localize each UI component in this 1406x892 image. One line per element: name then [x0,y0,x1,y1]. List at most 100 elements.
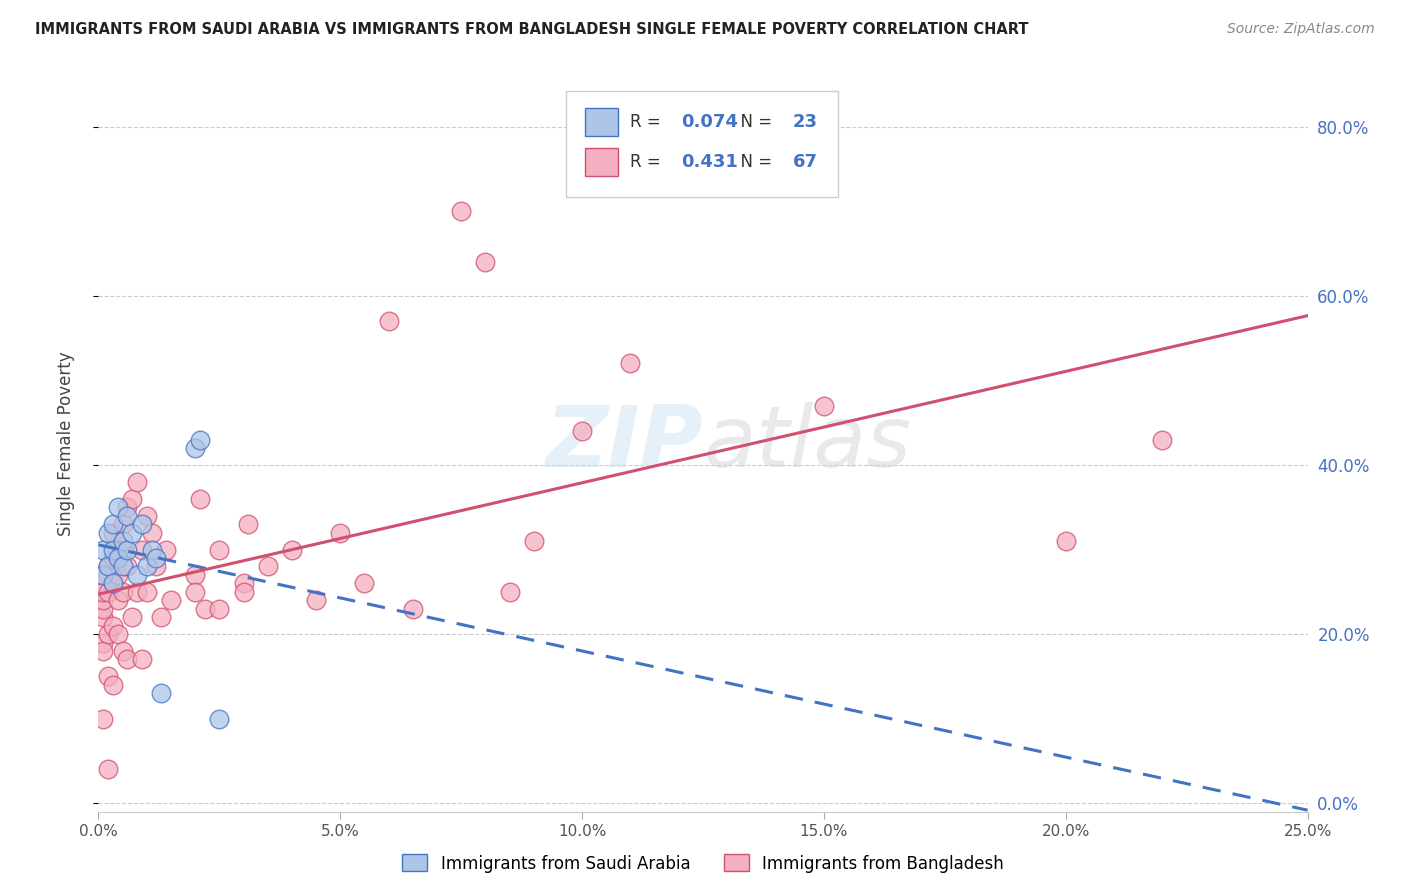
Point [135,559,157,574]
Point [281,542,304,557]
Point [101,525,124,540]
Point [619,356,641,370]
Point [238,517,260,532]
FancyBboxPatch shape [585,108,619,136]
Point [97,584,120,599]
Point [141,525,163,540]
Text: atlas: atlas [703,402,911,485]
FancyBboxPatch shape [567,90,838,197]
Point [101,551,124,566]
Point [97,763,120,777]
Point [97,567,120,582]
Point [188,491,211,506]
Point [101,542,124,557]
Point [131,542,153,557]
Point [121,525,143,540]
Point [188,433,211,447]
Point [91,567,114,582]
Point [111,644,134,658]
Point [107,500,129,515]
Point [145,559,167,574]
Point [127,567,149,582]
Point [117,508,139,523]
Point [474,255,496,269]
Point [184,441,207,455]
Point [194,601,217,615]
Point [91,601,114,615]
Text: ZIP: ZIP [546,402,703,485]
Text: 0.431: 0.431 [682,153,738,171]
Point [184,567,207,582]
Point [571,424,593,438]
Point [107,567,129,582]
Text: 23: 23 [793,113,817,131]
Point [208,601,231,615]
Point [107,627,129,641]
Text: N =: N = [730,153,778,171]
Text: N =: N = [730,113,778,131]
Point [127,475,149,489]
Point [150,686,173,700]
Text: IMMIGRANTS FROM SAUDI ARABIA VS IMMIGRANTS FROM BANGLADESH SINGLE FEMALE POVERTY: IMMIGRANTS FROM SAUDI ARABIA VS IMMIGRAN… [35,22,1029,37]
Point [121,491,143,506]
Point [256,559,278,574]
Text: Source: ZipAtlas.com: Source: ZipAtlas.com [1227,22,1375,37]
Point [523,534,546,549]
Point [208,712,231,726]
Point [111,584,134,599]
Point [111,534,134,549]
Point [121,610,143,624]
Point [145,551,167,566]
Point [450,204,472,219]
Point [91,610,114,624]
Text: 67: 67 [793,153,817,171]
Point [353,576,375,591]
Point [111,517,134,532]
Point [131,652,153,666]
Point [117,559,139,574]
FancyBboxPatch shape [585,148,619,176]
Point [101,517,124,532]
Point [97,559,120,574]
Text: R =: R = [630,153,666,171]
Point [97,669,120,683]
Point [155,542,177,557]
Legend: Immigrants from Saudi Arabia, Immigrants from Bangladesh: Immigrants from Saudi Arabia, Immigrants… [395,847,1011,880]
Point [101,576,124,591]
Point [305,593,328,607]
Point [91,593,114,607]
Point [150,610,173,624]
Point [111,542,134,557]
Point [377,314,399,328]
Point [97,525,120,540]
Point [131,517,153,532]
Y-axis label: Single Female Poverty: Single Female Poverty [56,351,75,536]
Point [232,584,254,599]
Point [1054,534,1077,549]
Point [135,584,157,599]
Point [135,508,157,523]
Point [127,584,149,599]
Point [402,601,425,615]
Point [97,627,120,641]
Point [91,542,114,557]
Point [232,576,254,591]
Text: 0.074: 0.074 [682,113,738,131]
Point [141,542,163,557]
Point [91,644,114,658]
Point [117,542,139,557]
Point [117,500,139,515]
Point [91,712,114,726]
Point [498,584,520,599]
Point [329,525,352,540]
Point [107,542,129,557]
Point [97,559,120,574]
Point [111,559,134,574]
Point [117,652,139,666]
Point [91,635,114,649]
Point [91,584,114,599]
Point [184,584,207,599]
Text: R =: R = [630,113,666,131]
Point [208,542,231,557]
Point [107,593,129,607]
